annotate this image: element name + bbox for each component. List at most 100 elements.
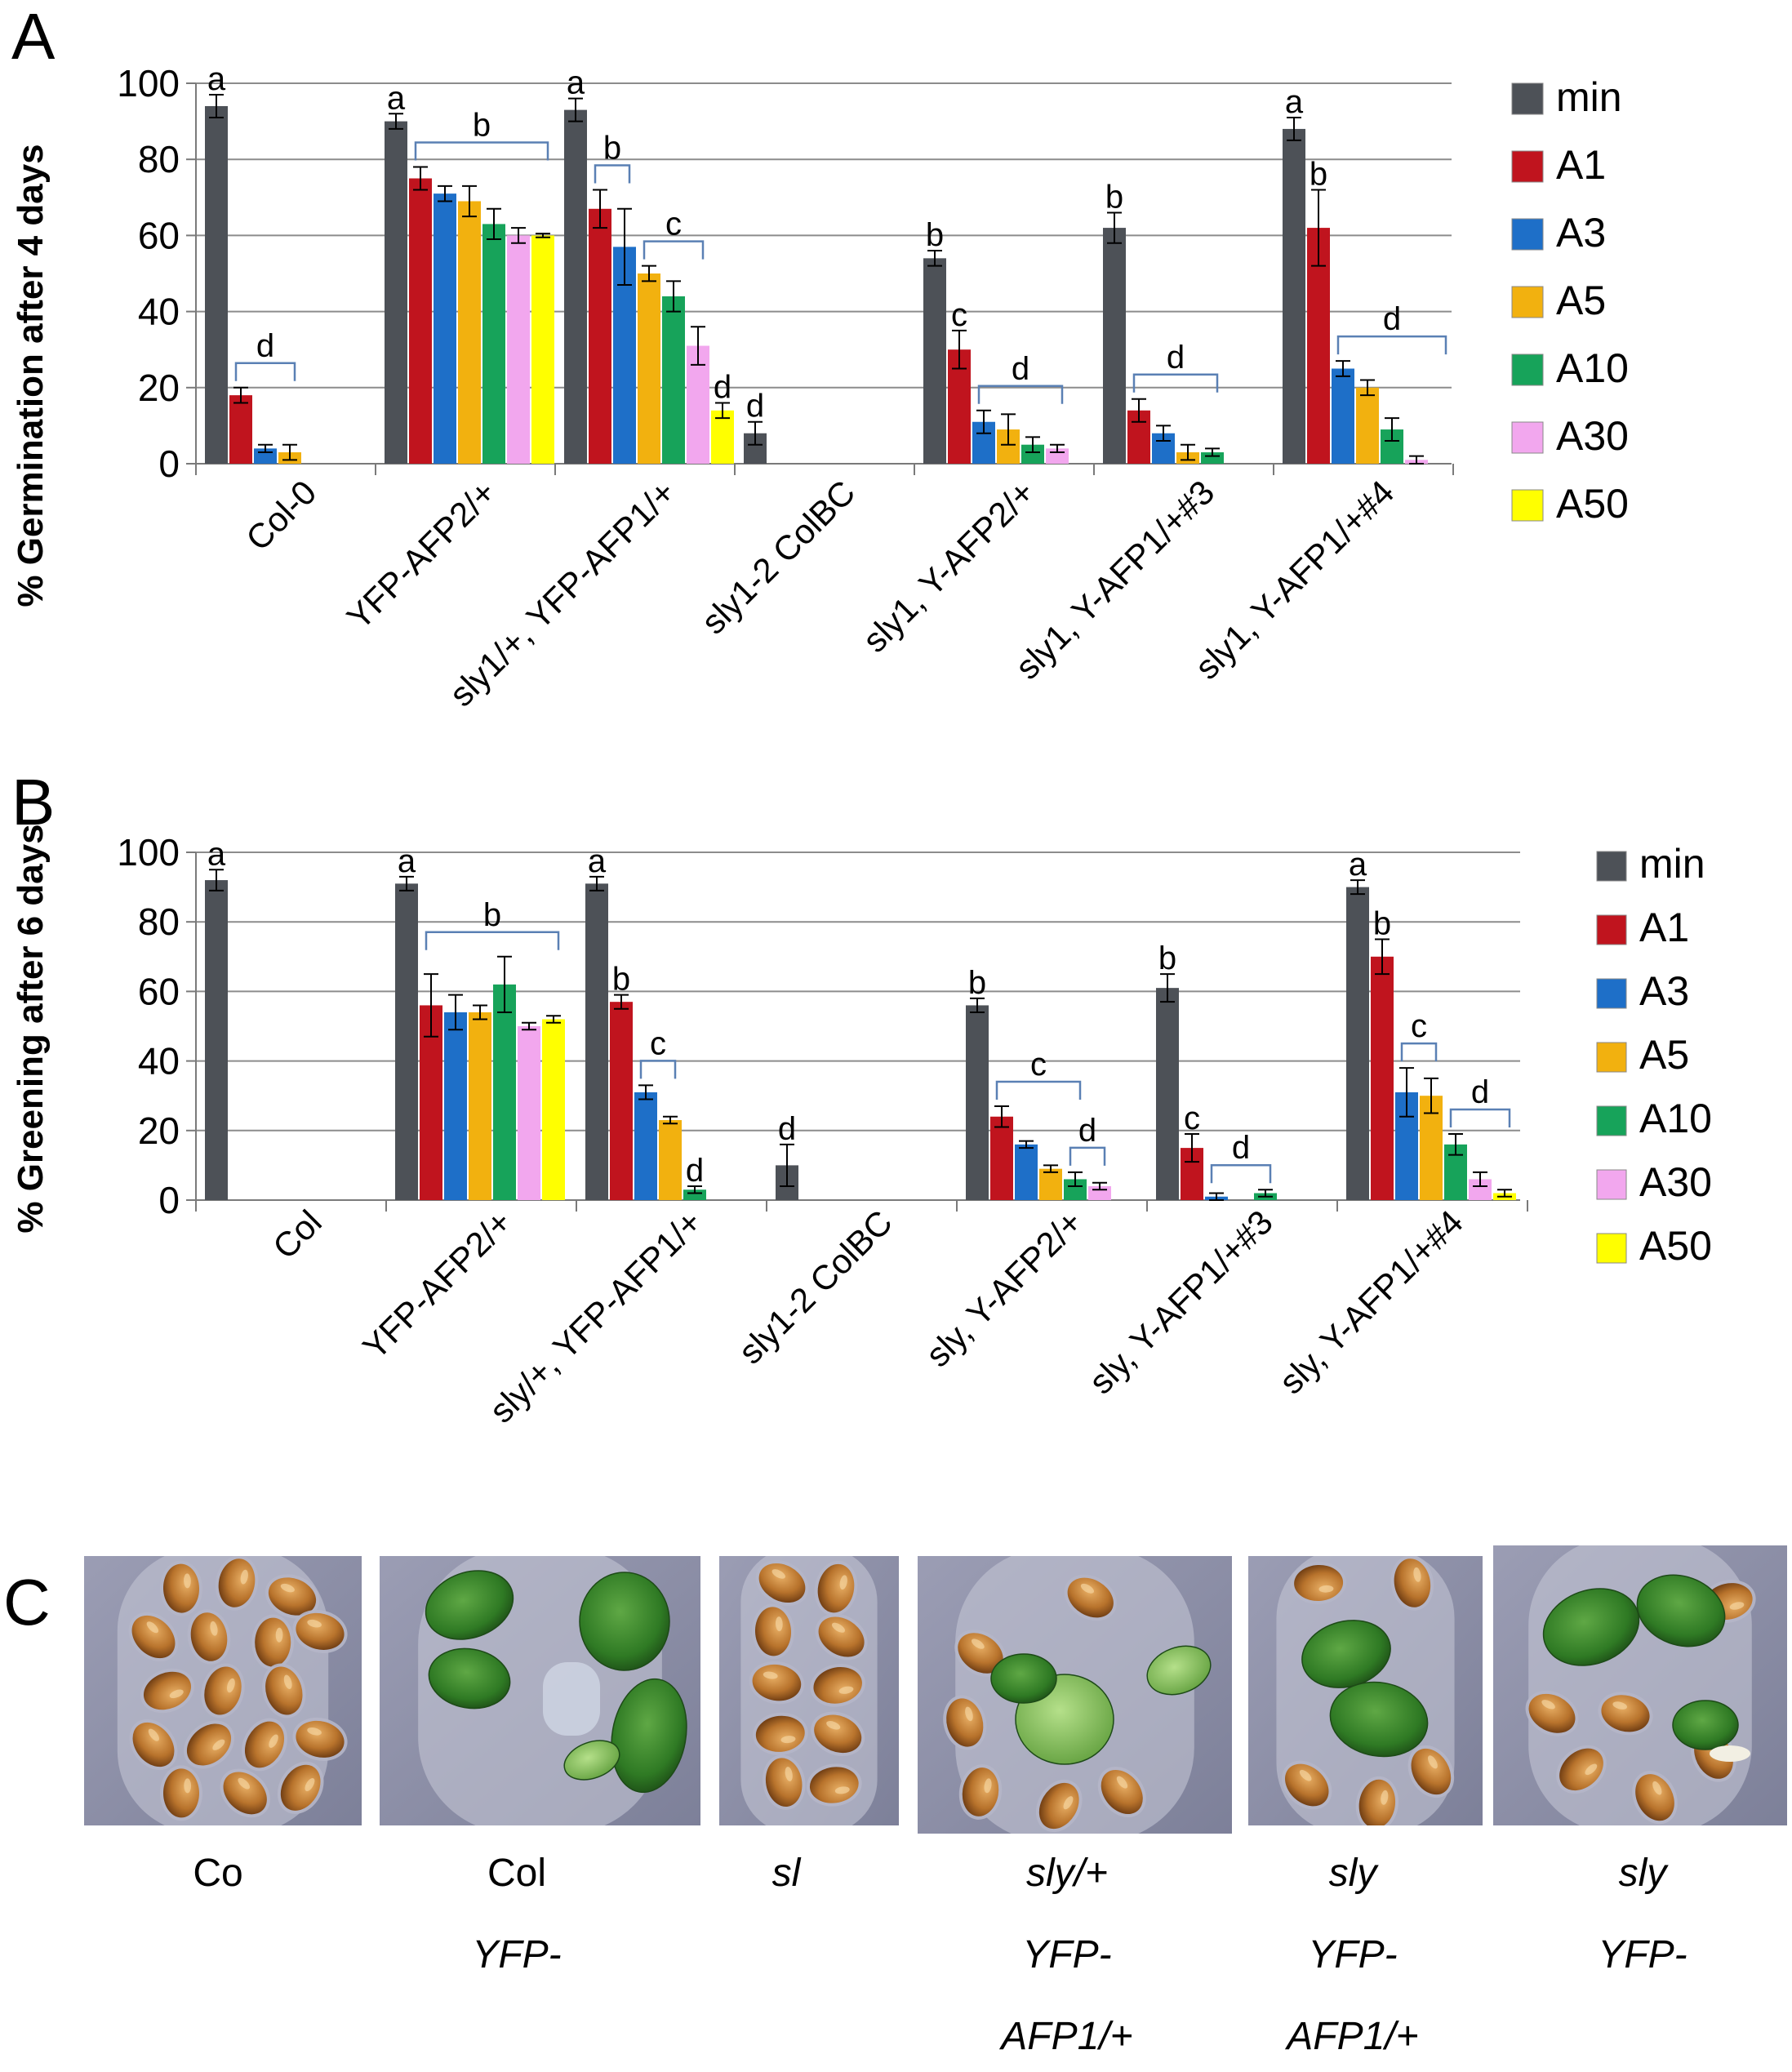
seed-body [190, 1612, 228, 1661]
seed-highlight [971, 1638, 985, 1649]
y-axis-label: % Germination after 4 days [11, 144, 51, 607]
seed [1282, 1760, 1332, 1810]
significance-letter: d [1078, 1113, 1096, 1149]
y-tick-label: 0 [158, 1179, 180, 1221]
seed [958, 1764, 1003, 1820]
significance-bracket [1132, 373, 1219, 393]
seed [755, 1559, 809, 1607]
photo-sly [719, 1556, 899, 1825]
legend-swatch [1511, 353, 1544, 386]
bar-A10 [482, 224, 505, 464]
legend-label: A30 [1556, 413, 1629, 459]
seed-highlight [269, 1734, 278, 1748]
seed [814, 1560, 858, 1616]
category-label: sly, Y-AFP1/+#4 [1272, 1203, 1470, 1401]
bar-A1 [1371, 956, 1394, 1200]
seed-highlight [771, 1569, 785, 1579]
legend-swatch [1596, 1042, 1627, 1073]
photo-caption: sl [772, 1852, 802, 1895]
bar-A5 [469, 1012, 491, 1200]
seed-body [1394, 1558, 1431, 1607]
seed-highlight [1427, 1755, 1438, 1769]
bar-A10 [662, 296, 685, 464]
seed-body [814, 1714, 862, 1754]
seed [1525, 1690, 1579, 1736]
significance-letter: c [650, 1025, 666, 1061]
bar-A1 [420, 1005, 442, 1200]
seed-body [186, 1723, 232, 1766]
legend-label: A3 [1556, 210, 1606, 256]
significance-letter: b [483, 897, 501, 933]
photo-caption: YFP- [1598, 1933, 1687, 1976]
seed [251, 1614, 295, 1670]
significance-bracket [1210, 1163, 1272, 1184]
seed [751, 1603, 795, 1660]
legend-label: A5 [1556, 278, 1606, 323]
cotyledon [579, 1572, 670, 1671]
seed-highlight [831, 1622, 845, 1633]
bar-A10 [493, 984, 516, 1200]
legend-label: min [1639, 841, 1705, 887]
seed [815, 1613, 868, 1661]
significance-letter: a [588, 843, 607, 879]
seed-highlight [1652, 1781, 1662, 1795]
category-label: sly1, Y-AFP1/+#3 [1007, 473, 1221, 687]
seed [1390, 1556, 1434, 1611]
category-label: sly, Y-AFP1/+#3 [1082, 1203, 1280, 1401]
significance-letter: c [951, 297, 967, 333]
seed [265, 1574, 320, 1619]
legend-label: A30 [1639, 1159, 1712, 1205]
seed-highlight [826, 1721, 841, 1730]
seed-highlight [763, 1671, 778, 1679]
seed-highlight [280, 1583, 295, 1593]
seed [1556, 1745, 1607, 1794]
bar-A1 [409, 178, 432, 464]
seed [806, 1763, 862, 1807]
seed-highlight [240, 1569, 248, 1585]
seed [1355, 1776, 1399, 1825]
photo-row: Co Col YFP-sl sly/+ YFP- AFP1/+ sly YFP- AFP1/+ s… [84, 1545, 1787, 2058]
bar-min [585, 883, 608, 1200]
legend-label: A10 [1556, 345, 1629, 391]
seed-body [818, 1616, 865, 1657]
seed-highlight [184, 1778, 192, 1794]
seed-highlight [834, 1786, 850, 1794]
bar-min [205, 880, 228, 1200]
photo-caption: sly [1329, 1852, 1380, 1895]
legend-swatch [1511, 489, 1544, 522]
cotyledon [1672, 1700, 1739, 1750]
bar-A50 [542, 1019, 565, 1200]
seed-body [754, 1607, 792, 1656]
significance-letter: b [473, 108, 491, 144]
category-label: Col-0 [238, 473, 323, 558]
significance-letter: a [398, 843, 416, 879]
seed [1291, 1561, 1347, 1605]
legend-label: A50 [1556, 481, 1629, 527]
significance-letter: a [207, 61, 226, 97]
seed [1097, 1766, 1146, 1818]
seed [954, 1630, 1007, 1677]
significance-letter: d [714, 369, 731, 405]
seed-highlight [148, 1728, 159, 1741]
seed-highlight [307, 1727, 322, 1736]
photo-caption: sly/+ [1026, 1852, 1108, 1895]
bar-min [395, 883, 418, 1200]
seed-body [1528, 1693, 1576, 1733]
bar-A10 [683, 1189, 706, 1200]
seed-body [958, 1633, 1003, 1674]
significance-bracket [977, 385, 1064, 404]
legend-swatch [1511, 286, 1544, 318]
panel-b-label: B [11, 766, 55, 838]
bar-A3 [634, 1092, 657, 1200]
seed [128, 1612, 179, 1662]
y-tick-label: 80 [138, 138, 180, 180]
chart-a: 0 20 40 60 80 100 % Germination after 4 days a d… [11, 61, 1629, 714]
cotyledon [563, 1740, 620, 1781]
seed-highlight [965, 1706, 973, 1722]
significance-letter: d [686, 1153, 704, 1189]
seed [183, 1720, 235, 1769]
seed-highlight [238, 1777, 251, 1790]
significance-letter: b [603, 130, 621, 166]
legend-swatch [1596, 978, 1627, 1009]
